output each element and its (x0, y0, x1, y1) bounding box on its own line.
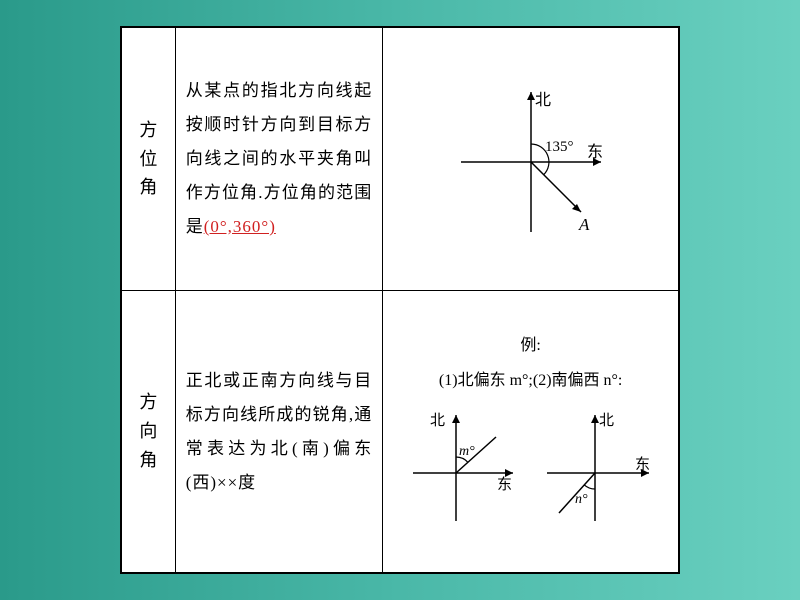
svg-text:东: 东 (497, 476, 512, 493)
point-a-label: A (578, 215, 590, 234)
content-panel: 方位 角 从某点的指北方向线起按顺时针方向到目标方向线之间的水平夹角叫作方位角.… (120, 26, 680, 574)
row1-desc-cell: 从某点的指北方向线起按顺时针方向到目标方向线之间的水平夹角叫作方位角.方位角的范… (175, 28, 383, 291)
angle-label: 135° (545, 139, 574, 155)
concept-table: 方位 角 从某点的指北方向线起按顺时针方向到目标方向线之间的水平夹角叫作方位角.… (121, 27, 679, 573)
east-label: 东 (587, 143, 603, 161)
example-header: 例: (393, 332, 668, 361)
direction-diagrams: 北 东 m° 北 东 (393, 401, 668, 531)
table-row: 方位 角 从某点的指北方向线起按顺时针方向到目标方向线之间的水平夹角叫作方位角.… (122, 28, 679, 291)
row1-highlight: (0°,360°) (204, 217, 276, 236)
row1-label-line2: 角 (132, 173, 165, 202)
row1-label-cell: 方位 角 (122, 28, 176, 291)
row2-desc-text: 正北或正南方向线与目标方向线所成的锐角,通常表达为北(南)偏东(西)××度 (186, 371, 373, 492)
svg-text:n°: n° (575, 492, 588, 507)
svg-text:北: 北 (430, 412, 445, 429)
row1-label-line1: 方位 (132, 116, 165, 174)
table-row: 方向 角 正北或正南方向线与目标方向线所成的锐角,通常表达为北(南)偏东(西)×… (122, 291, 679, 573)
svg-text:m°: m° (459, 444, 475, 459)
row2-desc-cell: 正北或正南方向线与目标方向线所成的锐角,通常表达为北(南)偏东(西)××度 (175, 291, 383, 573)
azimuth-diagram: 北 东 135° A (431, 67, 631, 247)
direction-diagram-1: 北 东 m° (401, 401, 529, 531)
direction-diagram-2: 北 东 n° (533, 401, 661, 531)
example-line: (1)北偏东 m°;(2)南偏西 n°: (393, 367, 668, 396)
row2-diagram-cell: 例: (1)北偏东 m°;(2)南偏西 n°: 北 东 (383, 291, 679, 573)
svg-text:东: 东 (635, 456, 650, 473)
row1-diagram-cell: 北 东 135° A (383, 28, 679, 291)
north-label: 北 (535, 91, 551, 109)
row2-label-line2: 角 (132, 446, 165, 475)
row2-label-cell: 方向 角 (122, 291, 176, 573)
row2-label-line1: 方向 (132, 388, 165, 446)
svg-text:北: 北 (599, 412, 614, 429)
row1-desc-text: 从某点的指北方向线起按顺时针方向到目标方向线之间的水平夹角叫作方位角.方位角的范… (186, 81, 373, 236)
